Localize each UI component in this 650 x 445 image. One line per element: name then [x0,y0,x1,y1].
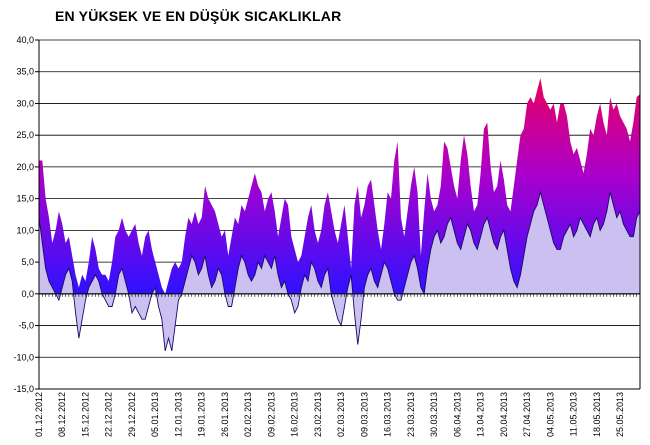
x-axis-tick-labels: 01.12.2012 08.12.2012 15.12.2012 22.12.2012… [34,392,625,437]
y-tick-label: 0,0 [21,289,34,299]
x-tick-label: 16.02.2013 [290,392,300,437]
x-tick-label: 09.03.2013 [359,392,369,437]
x-tick-label: 18.05.2013 [592,392,602,437]
x-tick-label: 27.04.2013 [522,392,532,437]
y-tick-label: 5,0 [21,257,34,267]
x-tick-label: 02.03.2013 [336,392,346,437]
y-tick-label: -15,0 [13,384,34,394]
x-tick-label: 15.12.2012 [80,392,90,437]
x-tick-label: 01.12.2012 [34,392,44,437]
y-tick-label: 15,0 [16,194,34,204]
y-tick-label: -10,0 [13,352,34,362]
x-tick-label: 13.04.2013 [476,392,486,437]
series-low-area [39,192,640,351]
x-tick-label: 20.04.2013 [499,392,509,437]
x-tick-label: 30.03.2013 [429,392,439,437]
x-tick-label: 11.05.2013 [569,392,579,436]
x-tick-label: 12.01.2013 [173,392,183,437]
x-tick-label: 23.03.2013 [406,392,416,437]
axes [38,40,641,390]
y-tick-label: 20,0 [16,162,34,172]
y-tick-label: 40,0 [16,35,34,45]
x-tick-label: 16.03.2013 [383,392,393,437]
x-tick-label: 04.05.2013 [545,392,555,437]
y-tick-label: -5,0 [18,321,34,331]
x-tick-label: 08.12.2012 [57,392,67,437]
series-low-line [39,190,640,352]
x-tick-label: 02.02.2013 [243,392,253,437]
x-tick-label: 19.01.2013 [197,392,207,437]
x-tick-label: 22.12.2012 [104,392,114,437]
y-tick-label: 35,0 [16,67,34,77]
x-tick-label: 23.02.2013 [313,392,323,437]
y-tick-label: 10,0 [16,225,34,235]
x-tick-label: 26.01.2013 [220,392,230,437]
x-tick-label: 06.04.2013 [452,392,462,437]
x-tick-label: 09.02.2013 [266,392,276,437]
y-tick-label: 25,0 [16,130,34,140]
y-axis-tick-labels: -15,0 -10,0 -5,0 0,0 5,0 10,0 15,0 20,0 25,0 30,0… [13,35,34,394]
x-tick-label: 25.05.2013 [615,392,625,437]
y-tick-label: 30,0 [16,98,34,108]
chart-title: EN YÜKSEK VE EN DÜŞÜK SICAKLIKLAR [55,8,342,24]
x-tick-label: 29.12.2012 [127,392,137,437]
x-tick-label: 05.01.2013 [150,392,160,437]
